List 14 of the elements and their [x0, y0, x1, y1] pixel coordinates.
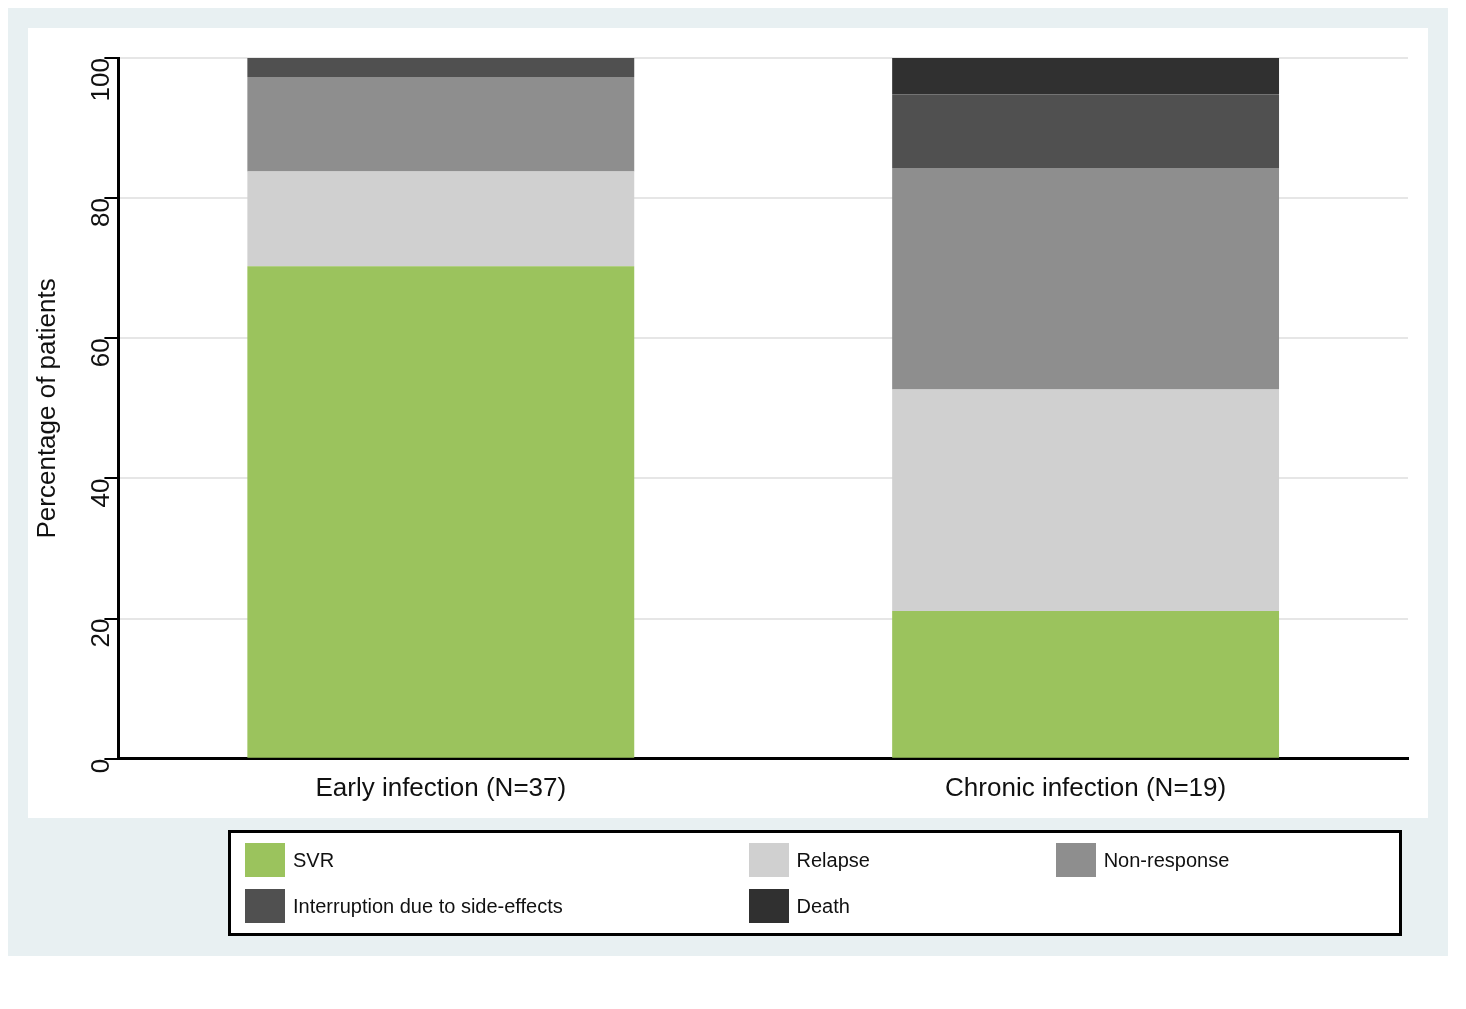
legend-label: Non-response [1103, 848, 1230, 872]
y-tick-label: 80 [84, 198, 115, 228]
y-tick-label: 40 [84, 478, 115, 508]
y-axis-title: Percentage of patients [30, 278, 61, 539]
legend-label: Interruption due to side-effects [293, 894, 563, 918]
legend-label: Relapse [796, 848, 870, 872]
legend-label: Death [796, 894, 850, 918]
x-tick-label: Chronic infection (N=19) [945, 771, 1227, 802]
y-tick-label: 0 [84, 758, 115, 774]
y-tick-label: 60 [84, 338, 115, 368]
x-tick-label: Early infection (N=37) [315, 771, 567, 802]
y-tick-label: 100 [84, 58, 115, 102]
y-tick-label: 20 [84, 618, 115, 648]
legend-label: SVR [293, 848, 335, 872]
